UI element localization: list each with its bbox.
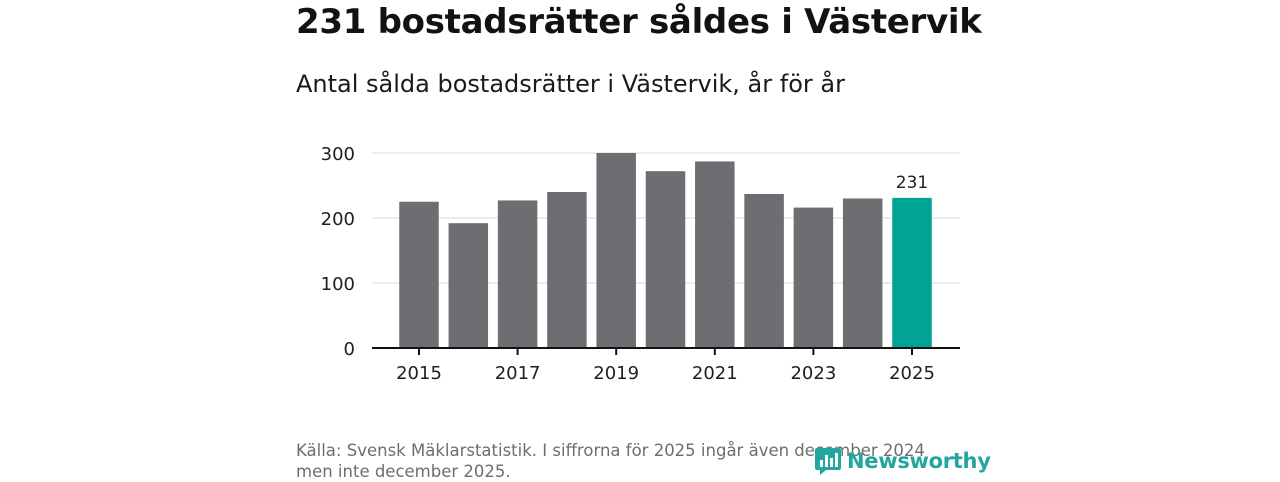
x-tick-label: 2019: [593, 363, 639, 384]
bar-2021: [695, 161, 735, 348]
y-tick-label: 100: [321, 274, 355, 295]
y-tick-label: 0: [344, 339, 355, 360]
bar-2022: [744, 193, 784, 348]
chart-title: 231 bostadsrätter såldes i Västervik: [296, 2, 982, 42]
axes: [372, 347, 960, 355]
brand-name: Newsworthy: [847, 449, 991, 473]
y-tick-label: 200: [321, 209, 355, 230]
x-tick-label: 2023: [790, 363, 836, 384]
y-tick-label: 300: [321, 144, 355, 165]
x-tick-label: 2021: [692, 363, 738, 384]
bar-2020: [645, 171, 686, 348]
bars: [399, 153, 932, 348]
x-tick-label: 2017: [495, 363, 541, 384]
bar-2024: [842, 198, 883, 348]
x-tick-label: 2025: [889, 363, 935, 384]
bar-chart-speech-bubble-icon: [815, 448, 841, 475]
chart-subtitle: Antal sålda bostadsrätter i Västervik, å…: [296, 70, 845, 98]
labels: 0 100 200 300 231 2015 2017 2019 2021 2023 2025: [321, 144, 935, 384]
bar-2023: [793, 207, 834, 348]
bar-2016: [448, 223, 489, 348]
bar-2015: [399, 201, 439, 348]
bar-chart: 0 100 200 300 231 2015 2017 2019 2021 2023 2025: [321, 144, 960, 384]
bar-2017: [497, 200, 538, 348]
newsworthy-logo: Newsworthy: [814, 446, 991, 476]
bar-2025: [892, 197, 932, 348]
source-note: Källa: Svensk Mäklarstatistik. I siffror…: [296, 441, 925, 481]
bar-2018: [547, 192, 587, 348]
data-label-2025: 231: [896, 173, 928, 193]
bar-2019: [596, 153, 636, 348]
x-tick-label: 2015: [396, 363, 442, 384]
